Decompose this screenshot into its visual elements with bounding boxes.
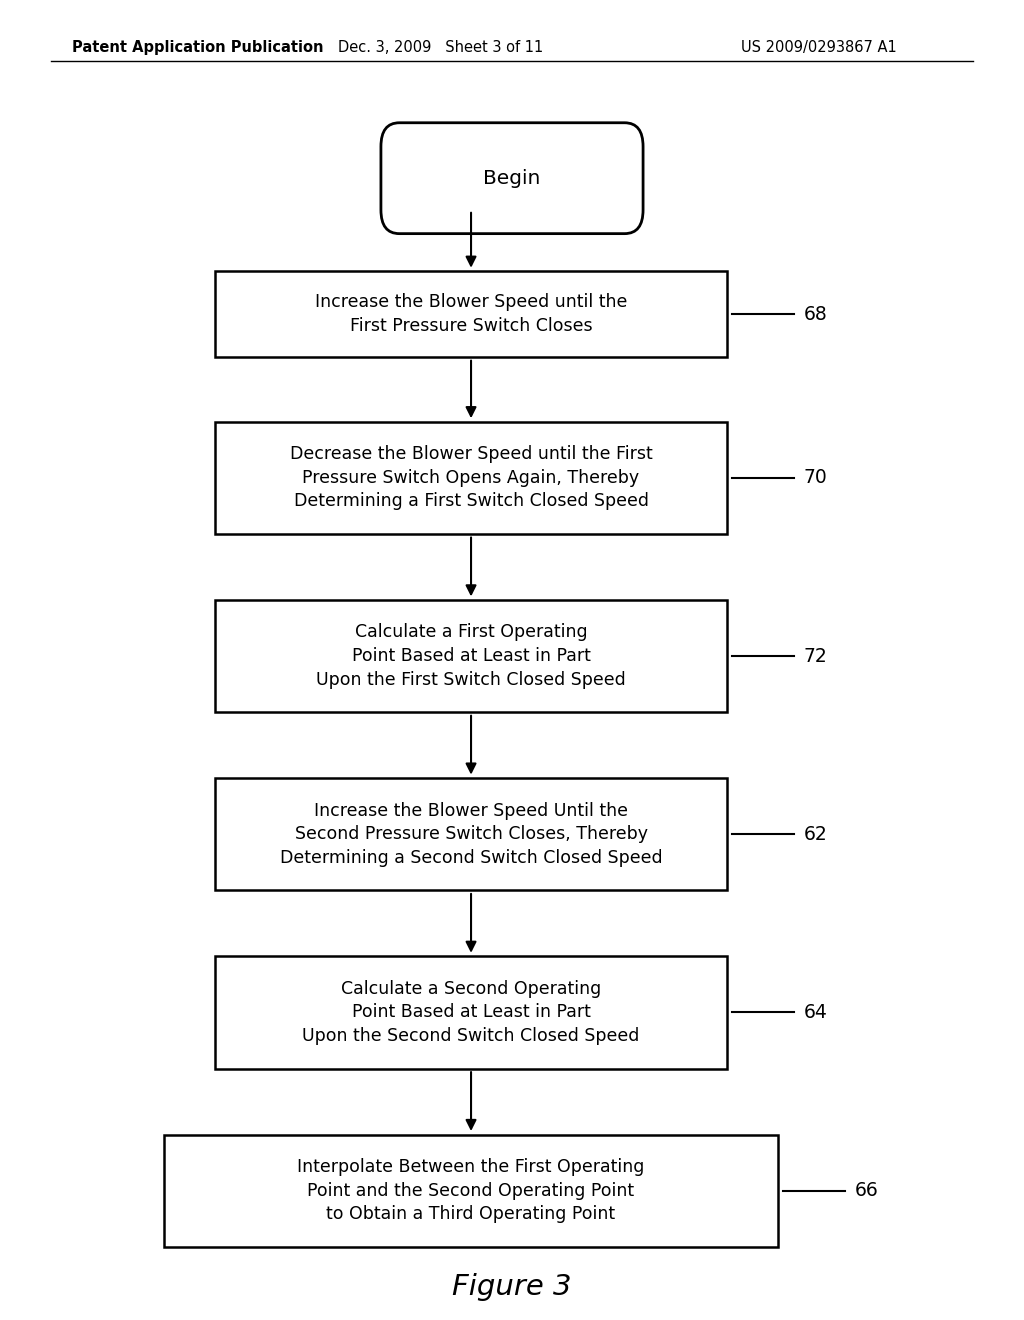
Text: Dec. 3, 2009   Sheet 3 of 11: Dec. 3, 2009 Sheet 3 of 11 xyxy=(338,40,543,55)
Text: Calculate a Second Operating
Point Based at Least in Part
Upon the Second Switch: Calculate a Second Operating Point Based… xyxy=(302,979,640,1045)
Text: 70: 70 xyxy=(804,469,827,487)
Text: Figure 3: Figure 3 xyxy=(453,1272,571,1302)
FancyBboxPatch shape xyxy=(381,123,643,234)
FancyBboxPatch shape xyxy=(215,777,727,890)
FancyBboxPatch shape xyxy=(215,956,727,1069)
Text: 68: 68 xyxy=(804,305,827,323)
Text: Increase the Blower Speed Until the
Second Pressure Switch Closes, Thereby
Deter: Increase the Blower Speed Until the Seco… xyxy=(280,801,663,867)
Text: Begin: Begin xyxy=(483,169,541,187)
FancyBboxPatch shape xyxy=(164,1134,778,1246)
Text: 72: 72 xyxy=(804,647,827,665)
FancyBboxPatch shape xyxy=(215,599,727,713)
Text: 62: 62 xyxy=(804,825,827,843)
Text: 66: 66 xyxy=(855,1181,879,1200)
Text: US 2009/0293867 A1: US 2009/0293867 A1 xyxy=(741,40,897,55)
Text: Interpolate Between the First Operating
Point and the Second Operating Point
to : Interpolate Between the First Operating … xyxy=(297,1158,645,1224)
Text: Decrease the Blower Speed until the First
Pressure Switch Opens Again, Thereby
D: Decrease the Blower Speed until the Firs… xyxy=(290,445,652,511)
Text: Patent Application Publication: Patent Application Publication xyxy=(72,40,324,55)
Text: Increase the Blower Speed until the
First Pressure Switch Closes: Increase the Blower Speed until the Firs… xyxy=(314,293,628,335)
FancyBboxPatch shape xyxy=(215,272,727,356)
FancyBboxPatch shape xyxy=(215,422,727,533)
Text: Calculate a First Operating
Point Based at Least in Part
Upon the First Switch C: Calculate a First Operating Point Based … xyxy=(316,623,626,689)
Text: 64: 64 xyxy=(804,1003,827,1022)
